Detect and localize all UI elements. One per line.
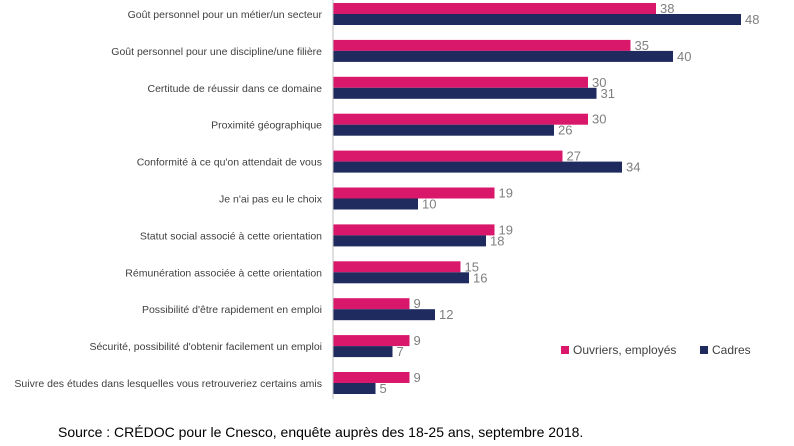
data-label: 9 <box>414 296 421 311</box>
bar-cadres <box>333 161 622 173</box>
data-label: 5 <box>380 381 387 396</box>
category-label: Conformité à ce qu'on attendait de vous <box>137 157 322 169</box>
data-label: 38 <box>660 1 674 16</box>
data-label: 31 <box>601 86 615 101</box>
data-label: 9 <box>414 370 421 385</box>
data-label: 27 <box>567 149 581 164</box>
data-label: 10 <box>422 197 436 212</box>
bar-ouvriers-employes <box>333 372 410 383</box>
data-label: 30 <box>592 75 606 90</box>
legend: Ouvriers, employés Cadres <box>561 343 751 357</box>
data-label: 12 <box>439 307 453 322</box>
bar-cadres <box>333 272 469 284</box>
bar-cadres <box>333 346 393 358</box>
bar-ouvriers-employes <box>333 76 588 88</box>
bar-cadres <box>333 14 741 25</box>
bar-cadres <box>333 124 554 136</box>
bar-ouvriers-employes <box>333 261 461 273</box>
category-label: Proximité géographique <box>211 120 322 132</box>
legend-swatch <box>561 346 569 354</box>
bar-ouvriers-employes <box>333 187 495 199</box>
legend-swatch <box>700 346 708 354</box>
legend-label: Ouvriers, employés <box>573 343 676 357</box>
category-label: Possibilité d'être rapidement en emploi <box>142 304 322 316</box>
data-label: 9 <box>414 333 421 348</box>
bar-ouvriers-employes <box>333 298 410 310</box>
category-labels: Goût personnel pour un métier/un secteur… <box>14 9 322 390</box>
bar-cadres <box>333 87 597 99</box>
data-label: 34 <box>626 160 640 175</box>
bar-ouvriers-employes <box>333 113 588 125</box>
data-label: 18 <box>490 233 504 248</box>
data-label: 35 <box>635 38 649 53</box>
category-label: Goût personnel pour un métier/un secteur <box>128 9 323 21</box>
bar-ouvriers-employes <box>333 224 495 236</box>
source-note: Source : CRÉDOC pour le Cnesco, enquête … <box>58 424 584 440</box>
bar-ouvriers-employes <box>333 3 656 14</box>
data-label: 15 <box>465 259 479 274</box>
bar-cadres <box>333 50 673 62</box>
bar-ouvriers-employes <box>333 39 631 51</box>
category-label: Rémunération associée à cette orientatio… <box>125 267 322 279</box>
bar-ouvriers-employes <box>333 150 563 162</box>
data-label: 30 <box>592 112 606 127</box>
data-label: 19 <box>499 222 513 237</box>
bar-cadres <box>333 309 435 321</box>
category-label: Je n'ai pas eu le choix <box>219 194 323 206</box>
category-label: Statut social associé à cette orientatio… <box>140 230 322 242</box>
bar-cadres <box>333 235 486 247</box>
bar-chart: Goût personnel pour un métier/un secteur… <box>14 0 760 399</box>
category-label: Suivre des études dans lesquelles vous r… <box>14 378 322 390</box>
category-label: Sécurité, possibilité d'obtenir facileme… <box>89 341 322 353</box>
data-label: 26 <box>558 123 572 138</box>
data-label: 40 <box>677 49 691 64</box>
bar-cadres <box>333 383 376 394</box>
legend-label: Cadres <box>712 343 751 357</box>
category-label: Certitude de réussir dans ce domaine <box>147 83 322 95</box>
data-label: 7 <box>397 344 404 359</box>
bars <box>333 3 741 394</box>
data-label: 19 <box>499 186 513 201</box>
data-label: 16 <box>473 270 487 285</box>
bar-ouvriers-employes <box>333 335 410 347</box>
data-label: 48 <box>745 12 759 27</box>
category-label: Goût personnel pour une discipline/une f… <box>111 46 322 58</box>
bar-cadres <box>333 198 418 210</box>
